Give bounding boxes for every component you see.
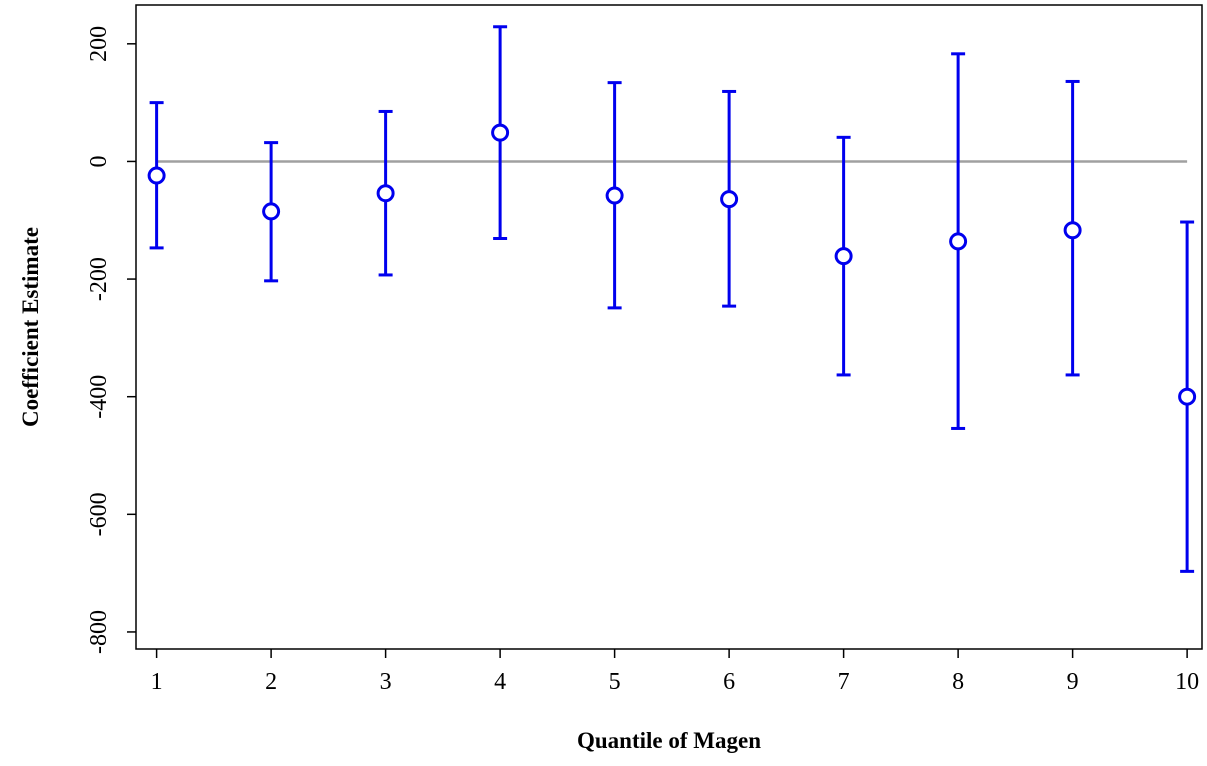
x-tick-label: 7 — [838, 669, 850, 695]
x-tick-label: 8 — [952, 669, 964, 695]
x-tick-label: 2 — [265, 669, 277, 695]
x-tick-label: 9 — [1067, 669, 1079, 695]
point — [605, 186, 624, 205]
x-tick-label: 1 — [151, 669, 163, 695]
point — [491, 123, 510, 142]
point — [262, 202, 281, 221]
point — [147, 166, 166, 185]
y-tick-label: -800 — [86, 610, 112, 654]
x-tick-label: 3 — [380, 669, 392, 695]
x-tick-label: 5 — [609, 669, 621, 695]
y-tick-label: 200 — [86, 26, 112, 62]
y-tick-label: -600 — [86, 492, 112, 536]
point — [1063, 221, 1082, 240]
x-tick-label: 4 — [494, 669, 506, 695]
plot-frame — [135, 4, 1203, 650]
x-axis-label: Quantile of Magen — [577, 728, 761, 753]
y-axis-label: Coefficient Estimate — [18, 227, 43, 427]
point — [834, 247, 853, 266]
x-tick-label: 6 — [723, 669, 735, 695]
x-tick-label: 10 — [1175, 669, 1199, 695]
point — [720, 190, 739, 209]
point — [376, 184, 395, 203]
point — [949, 232, 968, 251]
y-tick-label: -400 — [86, 375, 112, 419]
y-tick-label: 0 — [86, 155, 112, 167]
point — [1178, 387, 1197, 406]
y-tick-label: -200 — [86, 257, 112, 301]
